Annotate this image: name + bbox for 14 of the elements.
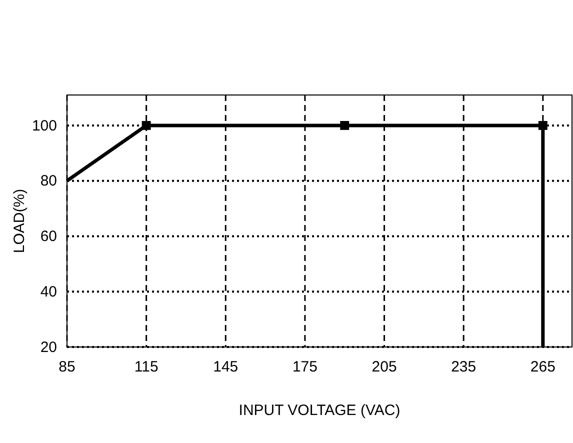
- y-tick-label: 100: [32, 117, 57, 134]
- x-tick-label: 235: [451, 358, 476, 376]
- y-tick-label: 80: [40, 172, 57, 190]
- y-axis-title: LOAD(%): [11, 188, 28, 254]
- y-tick-label: 60: [40, 228, 57, 246]
- x-tick-label: 175: [292, 358, 318, 376]
- x-tick-label: 265: [530, 358, 556, 376]
- x-axis-title: INPUT VOLTAGE (VAC): [238, 402, 400, 419]
- x-tick-label: 205: [372, 358, 397, 376]
- x-tick-label: 145: [213, 358, 238, 376]
- x-tick-label: 85: [58, 358, 76, 376]
- x-tick-label: 115: [134, 358, 158, 376]
- y-tick-label: 20: [40, 338, 57, 356]
- y-tick-label: 40: [40, 283, 57, 300]
